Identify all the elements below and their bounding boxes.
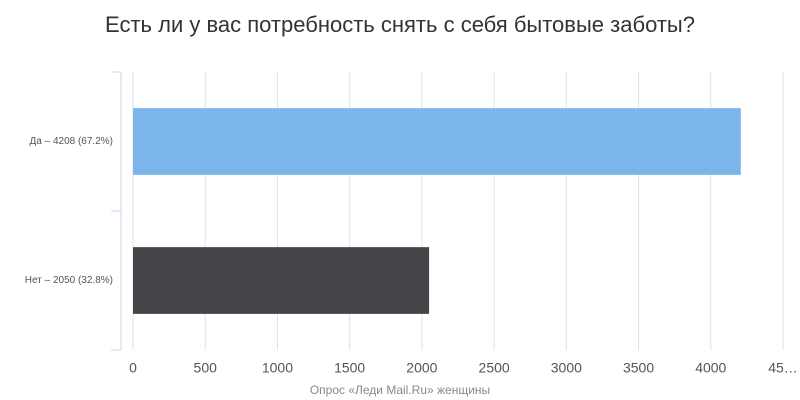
y-tick-label: Нет – 2050 (32.8%) xyxy=(25,275,113,286)
x-tick-label: 3500 xyxy=(623,360,654,376)
chart-title: Есть ли у вас потребность снять с себя б… xyxy=(105,12,695,37)
x-tick-label: 4000 xyxy=(695,360,726,376)
bar xyxy=(133,247,430,314)
x-axis-title: Опрос «Леди Mail.Ru» женщины xyxy=(310,383,490,397)
y-tick-label: Да – 4208 (67.2%) xyxy=(30,136,114,147)
x-tick-label: 3000 xyxy=(551,360,582,376)
x-tick-label: 1000 xyxy=(262,360,293,376)
x-tick-label: 2500 xyxy=(479,360,510,376)
x-tick-label: 0 xyxy=(129,360,137,376)
x-tick-label: 45… xyxy=(768,360,798,376)
bar xyxy=(133,108,741,175)
x-tick-label: 1500 xyxy=(334,360,365,376)
x-tick-label: 2000 xyxy=(406,360,437,376)
x-tick-label: 500 xyxy=(194,360,218,376)
